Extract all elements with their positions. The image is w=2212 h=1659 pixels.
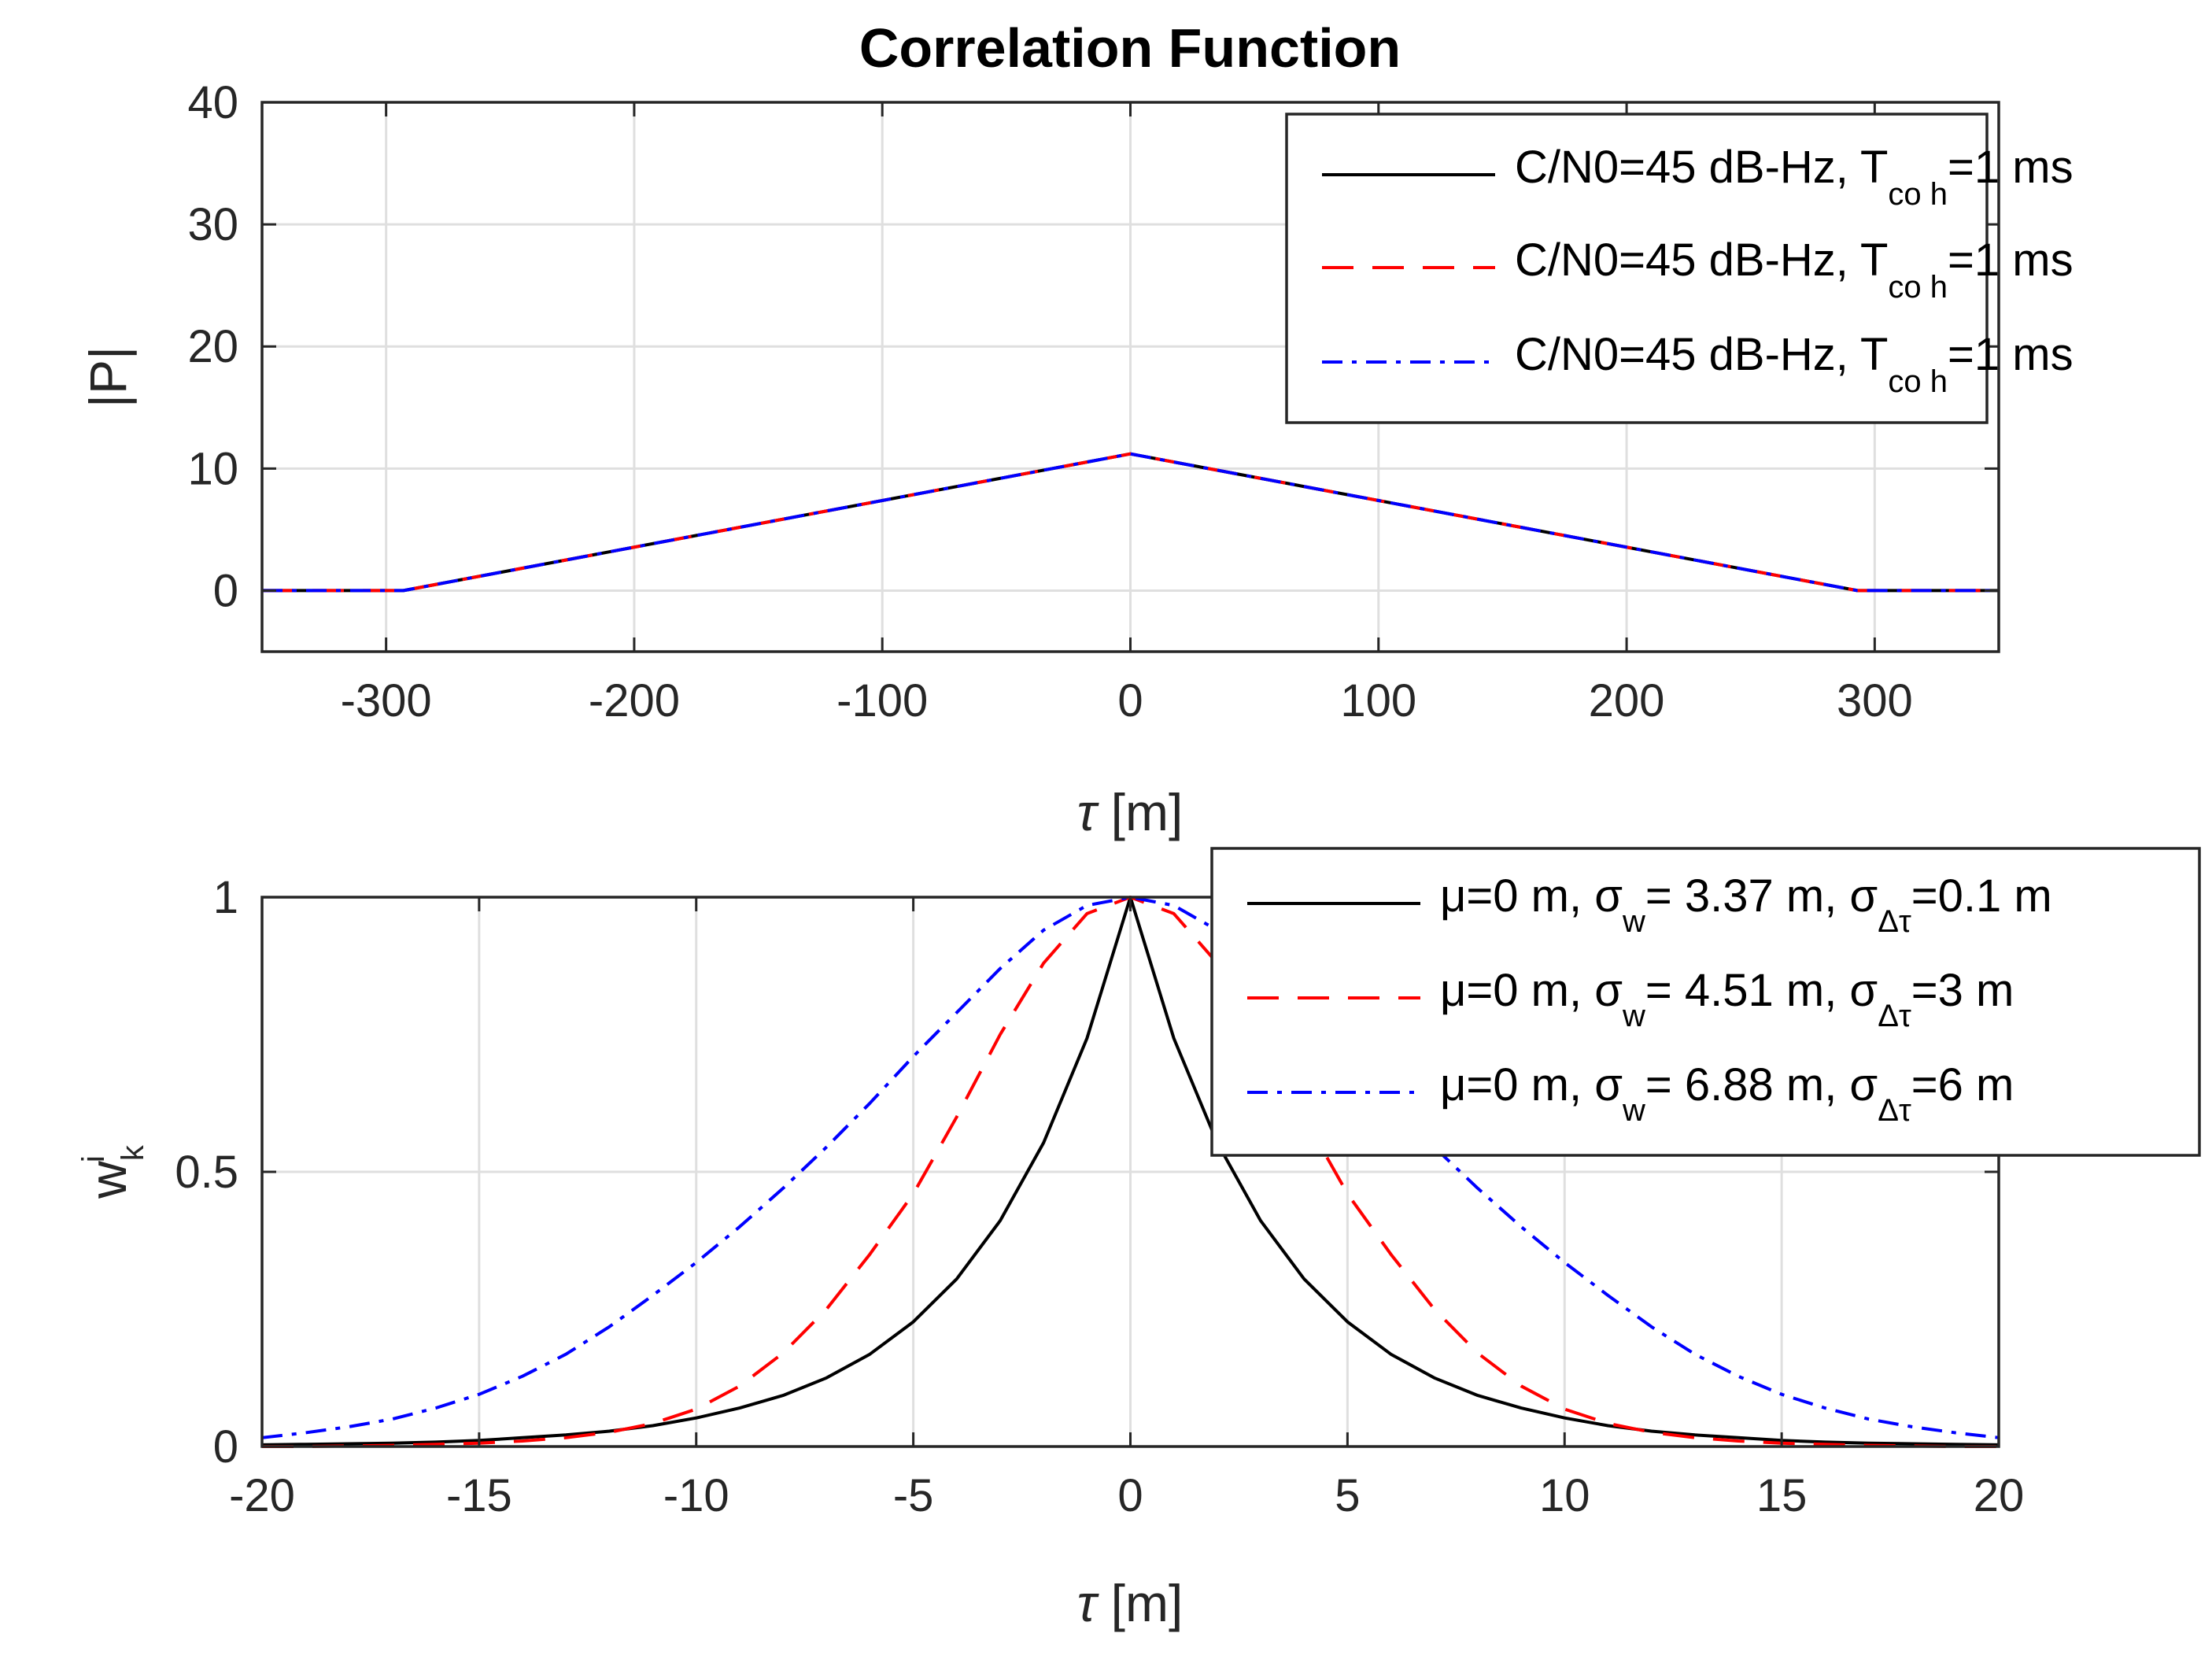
p1-y-tick-label: 10 bbox=[187, 443, 238, 494]
top-legend-entry-3: C/N0=45 dB-Hz, Tco h=1 ms bbox=[1515, 329, 2074, 399]
p2-x-tick-label: 10 bbox=[1539, 1470, 1590, 1521]
p2-x-tick-label: -15 bbox=[446, 1470, 512, 1521]
p1-x-tick-label: -300 bbox=[341, 675, 432, 726]
p2-x-tick-label: 15 bbox=[1756, 1470, 1808, 1521]
top-legend-entry-1: C/N0=45 dB-Hz, Tco h=1 ms bbox=[1515, 142, 2074, 212]
p1-y-tick-label: 40 bbox=[187, 77, 238, 128]
p1-x-tick-label: -100 bbox=[836, 675, 928, 726]
top-legend-entry-2: C/N0=45 dB-Hz, Tco h=1 ms bbox=[1515, 235, 2074, 305]
bottom-legend-entry-3: μ=0 m, σw= 6.88 m, σΔτ=6 m bbox=[1440, 1059, 2014, 1128]
bottom-y-axis-label: wki bbox=[76, 1144, 150, 1199]
bottom-legend-entry-1: μ=0 m, σw= 3.37 m, σΔτ=0.1 m bbox=[1440, 870, 2052, 939]
p1-x-tick-label: 100 bbox=[1340, 675, 1416, 726]
p2-x-tick-label: 20 bbox=[1974, 1470, 2025, 1521]
top-legend: C/N0=45 dB-Hz, Tco h=1 ms C/N0=45 dB-Hz,… bbox=[1285, 113, 2074, 424]
top-x-axis-label: τ [m] bbox=[1077, 783, 1184, 841]
p2-x-tick-label: -20 bbox=[229, 1470, 295, 1521]
p2-x-tick-label: -10 bbox=[663, 1470, 729, 1521]
p1-x-tick-label: 200 bbox=[1589, 675, 1665, 726]
p2-x-tick-label: 0 bbox=[1117, 1470, 1143, 1521]
bottom-legend: μ=0 m, σw= 3.37 m, σΔτ=0.1 m μ=0 m, σw= … bbox=[1210, 847, 2201, 1157]
p1-y-tick-label: 20 bbox=[187, 321, 238, 372]
p2-y-tick-label: 0 bbox=[213, 1421, 238, 1472]
p1-series-line-3 bbox=[262, 452, 1999, 593]
p1-y-tick-label: 30 bbox=[187, 199, 238, 250]
p1-x-tick-label: 300 bbox=[1837, 675, 1913, 726]
p2-y-tick-label: 0.5 bbox=[175, 1147, 238, 1198]
top-ticks: -300 -200 -100 0 100 200 300 0 10 20 30 40 bbox=[187, 77, 1999, 726]
bottom-chart: -20 -15 -10 -5 0 5 10 15 20 0 0.5 1 τ [m] wki μ=0 m… bbox=[76, 847, 2201, 1632]
bottom-ticks: -20 -15 -10 -5 0 5 10 15 20 0 0.5 1 bbox=[175, 872, 2024, 1521]
p1-series-line-2 bbox=[262, 452, 1999, 593]
top-chart: -300 -200 -100 0 100 200 300 0 10 20 30 40 τ [m] |P… bbox=[79, 77, 2074, 841]
bottom-x-axis-label: τ [m] bbox=[1077, 1574, 1184, 1632]
bottom-legend-entry-2: μ=0 m, σw= 4.51 m, σΔτ=3 m bbox=[1440, 965, 2014, 1033]
p1-x-tick-label: 0 bbox=[1117, 675, 1143, 726]
figure-title: Correlation Function bbox=[859, 17, 1401, 79]
top-series bbox=[262, 452, 1999, 593]
p1-y-tick-label: 0 bbox=[213, 565, 238, 616]
top-y-axis-label: |P| bbox=[79, 346, 137, 408]
p1-x-tick-label: -200 bbox=[589, 675, 680, 726]
p2-x-tick-label: 5 bbox=[1335, 1470, 1360, 1521]
p2-y-tick-label: 1 bbox=[213, 872, 238, 923]
p2-x-tick-label: -5 bbox=[893, 1470, 934, 1521]
bottom-legend-box bbox=[1210, 847, 2201, 1157]
